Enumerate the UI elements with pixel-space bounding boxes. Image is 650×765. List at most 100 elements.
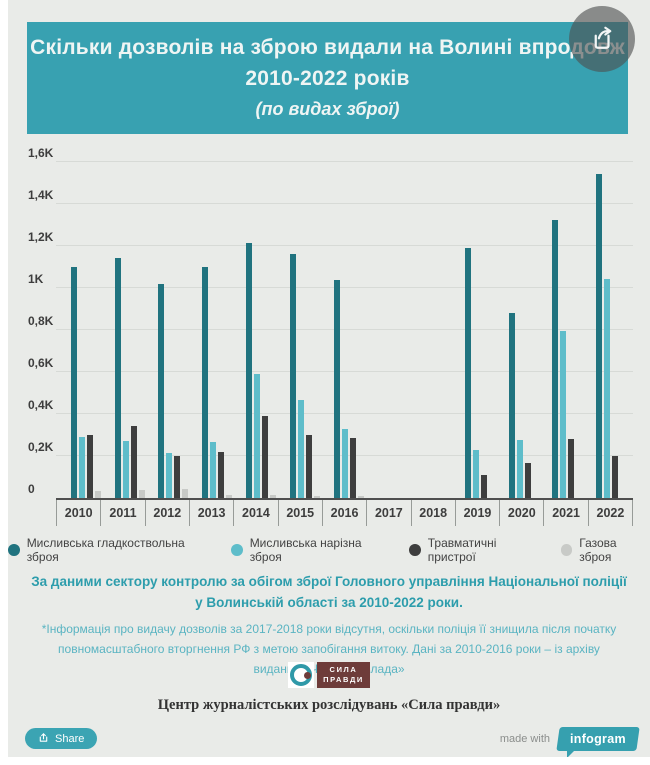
bar[interactable] <box>357 496 364 498</box>
bar-chart: 0 0,2K 0,4K 0,6K 0,8K 1K 1,2K 1,4K 1,6K 2010 2011… <box>28 147 634 526</box>
publisher-name: Центр журналістських розслідувань «Сила … <box>157 697 501 713</box>
publisher-logo-line2: ПРАВДИ <box>323 675 364 684</box>
legend-item[interactable]: Мисливська нарізна зброя <box>231 536 393 564</box>
gridline <box>56 161 633 162</box>
gridline <box>56 245 633 246</box>
bar[interactable] <box>210 442 217 498</box>
x-axis-year: 2022 <box>587 500 634 526</box>
bar[interactable] <box>297 400 304 498</box>
source-text: За даними сектору контролю за обігом збр… <box>31 574 627 610</box>
bar[interactable] <box>341 428 348 498</box>
bar[interactable] <box>261 416 268 498</box>
share-button[interactable]: Share <box>25 728 98 749</box>
x-axis-year: 2014 <box>233 500 277 526</box>
x-axis-year: 2011 <box>100 500 144 526</box>
x-axis-year: 2018 <box>410 500 455 526</box>
x-axis-year: 2013 <box>188 500 233 526</box>
legend-label: Мисливська нарізна зброя <box>249 536 362 564</box>
gridline <box>56 371 633 372</box>
bar[interactable] <box>138 489 145 498</box>
gridline <box>56 287 633 288</box>
bar[interactable] <box>86 435 93 498</box>
bar[interactable] <box>174 456 181 498</box>
legend-item[interactable]: Травматичні пристрої <box>409 536 545 564</box>
y-axis-tick-label: 1K <box>28 272 44 286</box>
bar-group-2021 <box>552 162 582 498</box>
bar[interactable] <box>464 248 471 498</box>
y-axis-tick-label: 0 <box>28 482 35 496</box>
bar[interactable] <box>78 437 85 498</box>
bar[interactable] <box>333 279 340 498</box>
bar[interactable] <box>612 456 619 498</box>
x-axis: 2010 2011 2012 2013 2014 2015 2016 2017 2018 2019… <box>56 498 634 526</box>
publisher-logo-icon <box>288 662 315 688</box>
bar[interactable] <box>70 267 77 498</box>
y-axis-tick-label: 0,2K <box>28 440 54 454</box>
bar[interactable] <box>289 254 296 498</box>
infogram-logo[interactable]: infogram <box>556 727 640 751</box>
legend-swatch <box>409 544 421 556</box>
bar[interactable] <box>472 449 479 498</box>
y-axis-tick-label: 0,6K <box>28 356 54 370</box>
publisher-logo-line1: СИЛА <box>329 664 358 674</box>
bar-group-2016 <box>333 162 364 498</box>
made-with-label: made with <box>499 733 550 745</box>
share-export-icon <box>587 22 617 57</box>
bar[interactable] <box>560 331 567 498</box>
bar[interactable] <box>480 474 487 498</box>
bar[interactable] <box>218 451 225 498</box>
bar[interactable] <box>202 267 209 498</box>
bar-group-2010 <box>70 162 101 498</box>
publisher-logo: СИЛА ПРАВДИ <box>8 662 650 688</box>
title-box: Скільки дозволів на зброю видали на Воли… <box>27 22 628 134</box>
gridline <box>56 203 633 204</box>
bar[interactable] <box>305 435 312 498</box>
bar[interactable] <box>508 313 515 498</box>
x-axis-year: 2019 <box>454 500 499 526</box>
bar-group-2020 <box>508 162 539 498</box>
bar[interactable] <box>122 441 129 498</box>
publisher-logo-text: СИЛА ПРАВДИ <box>317 662 370 688</box>
x-axis-year: 2010 <box>56 500 100 526</box>
legend-swatch <box>231 544 243 556</box>
legend-label: Газова зброя <box>579 536 617 564</box>
bar-group-2013 <box>202 162 233 498</box>
bar-group-2012 <box>158 162 189 498</box>
bar[interactable] <box>158 283 165 498</box>
y-axis-tick-label: 1,2K <box>28 230 54 244</box>
bar[interactable] <box>552 219 559 498</box>
bar[interactable] <box>114 257 121 498</box>
x-axis-year: 2015 <box>277 500 322 526</box>
bar[interactable] <box>269 494 276 498</box>
bar[interactable] <box>524 463 531 498</box>
bar-group-2015 <box>289 162 320 498</box>
bar[interactable] <box>253 374 260 498</box>
page-title-line2: 2010-2022 років <box>245 67 410 90</box>
bar[interactable] <box>516 440 523 498</box>
bar[interactable] <box>568 439 575 498</box>
bar[interactable] <box>245 242 252 498</box>
bar[interactable] <box>313 495 320 498</box>
infogram-logo-label: infogram <box>570 732 626 746</box>
bar[interactable] <box>349 438 356 498</box>
gridline <box>56 329 633 330</box>
x-axis-year: 2021 <box>543 500 587 526</box>
x-axis-year: 2012 <box>144 500 189 526</box>
bar-group-2018 <box>421 162 451 498</box>
bar[interactable] <box>226 494 233 498</box>
bar[interactable] <box>182 488 189 498</box>
bar[interactable] <box>604 278 611 498</box>
bar[interactable] <box>166 452 173 498</box>
page-subtitle: (по видах зброї) <box>255 99 400 119</box>
circle-notch-icon <box>304 672 312 679</box>
legend-swatch <box>560 544 573 556</box>
infogram-logo-tail <box>567 749 576 757</box>
legend-item[interactable]: Мисливська гладкоствольна зброя <box>8 536 215 564</box>
page-title-line1: Скільки дозволів на зброю видали на Воли… <box>30 36 625 59</box>
chart-legend: Мисливська гладкоствольна зброя Мисливськ… <box>8 536 650 564</box>
bar[interactable] <box>94 490 101 498</box>
bar[interactable] <box>130 425 137 498</box>
bar[interactable] <box>596 173 603 498</box>
share-export-button[interactable] <box>569 6 635 72</box>
legend-item[interactable]: Газова зброя <box>560 536 650 564</box>
